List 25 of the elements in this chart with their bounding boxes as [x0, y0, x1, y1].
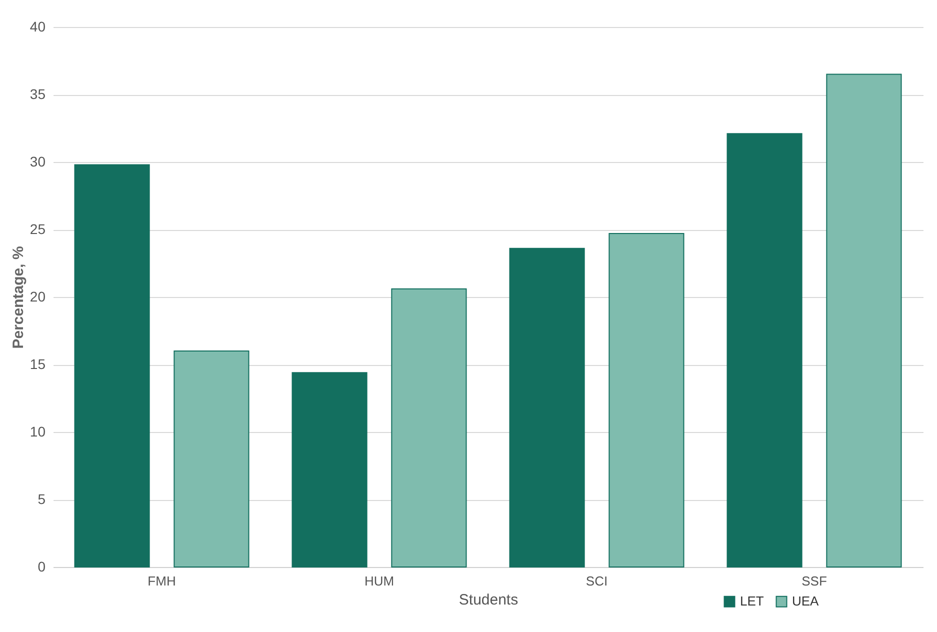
y-tick-label: 0: [38, 558, 46, 574]
x-tick-label: FMH: [148, 574, 176, 588]
bar: [608, 233, 684, 568]
y-tick-label: 35: [30, 86, 46, 102]
y-tick-label: 20: [30, 288, 46, 304]
x-tick-label: HUM: [364, 574, 394, 588]
y-tick-label: 15: [30, 356, 46, 372]
bar: [292, 372, 368, 568]
bar: [726, 133, 802, 568]
bar: [826, 74, 902, 568]
x-axis-title: Students: [458, 592, 518, 608]
bar: [74, 164, 150, 568]
bar: [174, 350, 250, 568]
y-tick-label: 30: [30, 154, 46, 170]
bar: [391, 288, 467, 568]
bar: [509, 248, 585, 568]
y-tick-label: 5: [38, 491, 46, 507]
y-tick-label: 25: [30, 221, 46, 237]
x-tick-label: SCI: [586, 574, 608, 588]
y-axis-title: Percentage, %: [10, 246, 27, 349]
y-tick-label: 40: [30, 18, 46, 34]
legend-label: UEA: [792, 594, 820, 609]
legend-label: LET: [740, 594, 764, 609]
x-tick-label: SSF: [802, 574, 827, 588]
y-tick-label: 10: [30, 424, 46, 440]
